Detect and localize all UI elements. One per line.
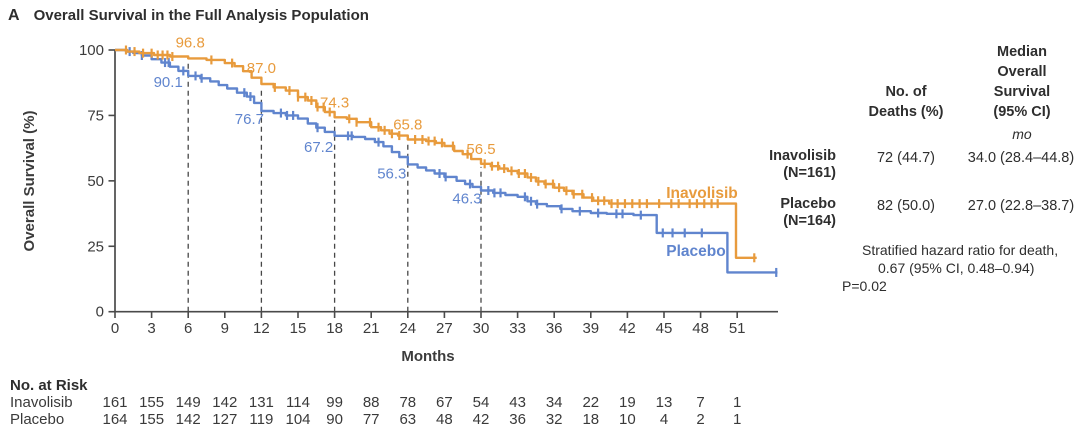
x-tick-label: 6 [184,320,192,337]
summary-row-label-inavolisib: Inavolisib (N=161) [769,148,836,181]
x-tick-label: 48 [692,320,709,337]
at-risk-inavolisib-m30: 54 [472,394,490,411]
at-risk-inavolisib-m51: 1 [733,394,742,411]
at-risk-inavolisib-m42: 19 [619,394,636,411]
inavolisib-milestone-12mo: 87.0 [247,60,276,77]
panel-label: A [8,7,20,24]
inavolisib-survival-curve [115,48,757,259]
at-risk-placebo-m39: 18 [582,411,600,428]
x-tick-label: 9 [221,320,229,337]
at-risk-placebo-m36: 32 [545,411,563,428]
y-tick-label: 25 [87,238,104,255]
at-risk-placebo-m45: 4 [659,411,669,428]
x-tick-label: 24 [399,320,416,337]
hazard-ratio-note: Stratified hazard ratio for death, 0.67 … [842,242,1059,294]
y-tick-label: 75 [87,107,104,124]
at-risk-placebo-m24: 63 [399,411,417,428]
figure-title-text: Overall Survival in the Full Analysis Po… [33,7,369,24]
at-risk-placebo-m6: 142 [175,411,201,428]
at-risk-placebo-m15: 104 [285,411,311,428]
y-tick-label: 100 [79,42,104,59]
placebo-median-value: 27.0 (22.8–38.7) [967,198,1075,214]
at-risk-placebo-m18: 90 [326,411,343,428]
x-tick-label: 42 [619,320,636,337]
deaths-column-header: No. of Deaths (%) [868,84,944,120]
at-risk-inavolisib-m12: 131 [248,394,274,411]
at-risk-placebo-m33: 36 [509,411,526,428]
placebo-milestone-30mo: 46.3 [452,191,481,208]
placebo-deaths-value: 82 (50.0) [876,198,936,214]
x-tick-label: 15 [290,320,307,337]
at-risk-inavolisib-m6: 149 [175,394,201,411]
at-risk-placebo-m42: 10 [619,411,636,428]
at-risk-inavolisib-m45: 13 [655,394,673,411]
inavolisib-milestone-6mo: 96.8 [176,34,205,51]
at-risk-inavolisib-m3: 155 [139,394,165,411]
at-risk-inavolisib-m18: 99 [326,394,343,411]
placebo-milestone-24mo: 56.3 [377,165,406,182]
at-risk-inavolisib-m36: 34 [545,394,563,411]
at-risk-row-label-placebo: Placebo [10,411,65,428]
figure-title: A Overall Survival in the Full Analysis P… [8,7,369,25]
median-survival-column-header: Median Overall Survival (95% CI) [993,44,1051,120]
at-risk-placebo-m12: 119 [249,411,274,428]
inavolisib-deaths-value: 72 (44.7) [876,150,936,166]
inavolisib-median-value: 34.0 (28.4–44.8) [967,150,1075,166]
x-tick-label: 21 [363,320,380,337]
x-tick-label: 39 [582,320,599,337]
at-risk-inavolisib-m21: 88 [362,394,380,411]
x-tick-label: 30 [473,320,490,337]
at-risk-placebo-m48: 2 [696,411,705,428]
at-risk-inavolisib-m39: 22 [582,394,600,411]
x-tick-label: 0 [111,320,119,337]
at-risk-placebo-m21: 77 [362,411,380,428]
at-risk-inavolisib-m15: 114 [286,394,310,411]
placebo-curve-label: Placebo [666,243,725,260]
placebo-milestone-18mo: 67.2 [304,139,333,156]
at-risk-placebo-m51: 1 [733,411,742,428]
at-risk-inavolisib-m48: 7 [696,394,705,411]
y-axis-title: Overall Survival (%) [21,111,38,252]
x-tick-label: 3 [147,320,155,337]
inavolisib-milestone-18mo: 74.3 [320,94,349,111]
median-unit-label: mo [1012,126,1032,142]
at-risk-inavolisib-m0: 161 [102,394,128,411]
at-risk-inavolisib-m27: 67 [436,394,453,411]
inavolisib-milestone-24mo: 65.8 [393,117,422,134]
placebo-milestone-6mo: 90.1 [154,74,183,91]
inavolisib-curve-label: Inavolisib [666,185,738,202]
placebo-milestone-12mo: 76.7 [235,111,264,128]
inavolisib-milestone-30mo: 56.5 [466,141,495,158]
y-tick-label: 0 [96,304,104,321]
x-tick-label: 45 [656,320,673,337]
x-tick-label: 36 [546,320,563,337]
x-tick-label: 33 [509,320,526,337]
at-risk-title: No. at Risk [10,377,88,394]
x-tick-label: 12 [253,320,270,337]
at-risk-inavolisib-m33: 43 [509,394,526,411]
x-tick-label: 27 [436,320,453,337]
summary-row-label-placebo: Placebo (N=164) [780,196,836,229]
at-risk-row-label-inavolisib: Inavolisib [10,394,73,411]
placebo-survival-curve [115,48,778,274]
at-risk-inavolisib-m9: 142 [212,394,238,411]
x-axis-title: Months [401,348,454,365]
at-risk-inavolisib-m24: 78 [399,394,417,411]
x-tick-label: 18 [326,320,343,337]
at-risk-placebo-m0: 164 [102,411,128,428]
y-tick-label: 50 [87,173,104,190]
at-risk-placebo-m3: 155 [139,411,165,428]
at-risk-placebo-m9: 127 [212,411,238,428]
at-risk-placebo-m27: 48 [436,411,453,428]
at-risk-placebo-m30: 42 [472,411,490,428]
x-tick-label: 51 [729,320,746,337]
